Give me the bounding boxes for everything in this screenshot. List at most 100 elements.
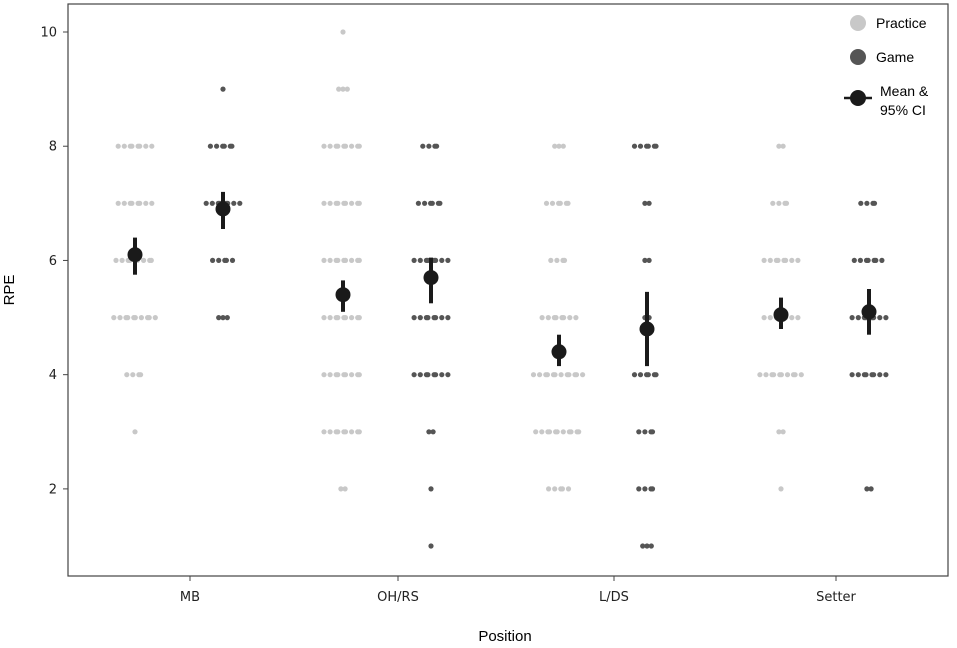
data-point xyxy=(780,143,786,149)
data-point xyxy=(546,486,552,492)
data-point xyxy=(342,257,349,263)
data-point xyxy=(338,486,344,492)
data-point xyxy=(649,429,656,435)
data-point xyxy=(445,315,451,321)
data-point xyxy=(433,315,439,321)
data-point xyxy=(573,315,579,321)
data-point xyxy=(129,143,135,149)
data-point xyxy=(327,257,333,263)
data-point xyxy=(143,200,149,206)
legend-label-line: Mean & xyxy=(880,83,929,99)
data-point xyxy=(415,200,421,206)
data-point xyxy=(130,372,136,378)
y-tick-label: 2 xyxy=(49,482,57,497)
data-point xyxy=(340,86,346,92)
data-point xyxy=(553,315,559,321)
data-point xyxy=(335,429,341,435)
data-point xyxy=(321,372,327,378)
data-point xyxy=(645,143,651,149)
data-point xyxy=(321,429,327,435)
data-point xyxy=(871,200,878,206)
data-point xyxy=(645,372,651,378)
data-point xyxy=(545,315,551,321)
data-point xyxy=(559,486,566,492)
data-point xyxy=(336,86,342,92)
data-point xyxy=(637,372,644,378)
data-point xyxy=(761,257,767,263)
data-point xyxy=(789,257,795,263)
data-point xyxy=(798,372,804,378)
x-tick-label: MB xyxy=(180,590,200,605)
data-point xyxy=(778,486,784,492)
data-point xyxy=(121,143,127,149)
data-point xyxy=(119,257,125,263)
x-axis: MB OH/RS L/DS Setter xyxy=(180,576,857,605)
data-point xyxy=(783,200,790,206)
mean-marker xyxy=(127,247,143,263)
x-axis-title: Position xyxy=(478,628,531,645)
data-point xyxy=(216,315,222,321)
data-point xyxy=(428,543,434,549)
data-point xyxy=(778,372,785,378)
data-point xyxy=(557,200,563,206)
data-point xyxy=(631,143,638,149)
data-point xyxy=(335,143,341,149)
data-point xyxy=(776,429,782,435)
data-point xyxy=(429,200,435,206)
legend-label: Practice xyxy=(876,15,927,31)
data-point xyxy=(445,257,451,263)
data-point xyxy=(349,200,355,206)
data-point xyxy=(631,372,638,378)
data-point xyxy=(548,257,554,263)
data-point xyxy=(539,429,545,435)
data-point xyxy=(883,315,889,321)
data-point xyxy=(342,315,349,321)
data-point xyxy=(210,257,216,263)
data-point xyxy=(566,372,572,378)
data-point xyxy=(335,200,341,206)
data-point xyxy=(565,486,572,492)
data-point xyxy=(864,200,870,206)
data-point xyxy=(417,372,423,378)
data-point xyxy=(576,429,582,435)
data-point xyxy=(864,486,870,492)
data-point xyxy=(344,86,350,92)
data-point xyxy=(649,486,656,492)
data-point xyxy=(568,429,574,435)
data-point xyxy=(646,200,652,206)
data-point xyxy=(552,143,558,149)
data-point xyxy=(560,143,566,149)
data-point xyxy=(561,257,568,263)
data-point xyxy=(642,200,648,206)
data-point xyxy=(792,372,798,378)
data-point xyxy=(146,315,152,321)
data-point xyxy=(417,315,423,321)
data-point xyxy=(439,257,445,263)
data-point xyxy=(763,372,769,378)
data-point xyxy=(868,486,874,492)
data-point xyxy=(653,143,659,149)
data-point xyxy=(149,200,155,206)
data-point xyxy=(567,315,573,321)
data-point xyxy=(776,143,782,149)
data-point xyxy=(115,200,121,206)
legend-game-marker xyxy=(850,49,866,65)
data-point xyxy=(327,143,333,149)
data-point xyxy=(771,372,777,378)
data-point xyxy=(565,200,571,206)
data-point xyxy=(349,315,355,321)
data-point xyxy=(342,486,348,492)
data-point xyxy=(851,257,857,263)
data-point xyxy=(231,200,237,206)
y-axis: 2 4 6 8 10 xyxy=(40,26,68,497)
data-point xyxy=(356,315,362,321)
data-point xyxy=(426,429,432,435)
data-point xyxy=(143,143,149,149)
data-point xyxy=(761,315,767,321)
data-point xyxy=(356,372,362,378)
plot-frame xyxy=(67,3,949,577)
data-point xyxy=(879,257,885,263)
legend-label: Mean & 95% CI xyxy=(880,83,929,118)
data-point xyxy=(411,315,417,321)
